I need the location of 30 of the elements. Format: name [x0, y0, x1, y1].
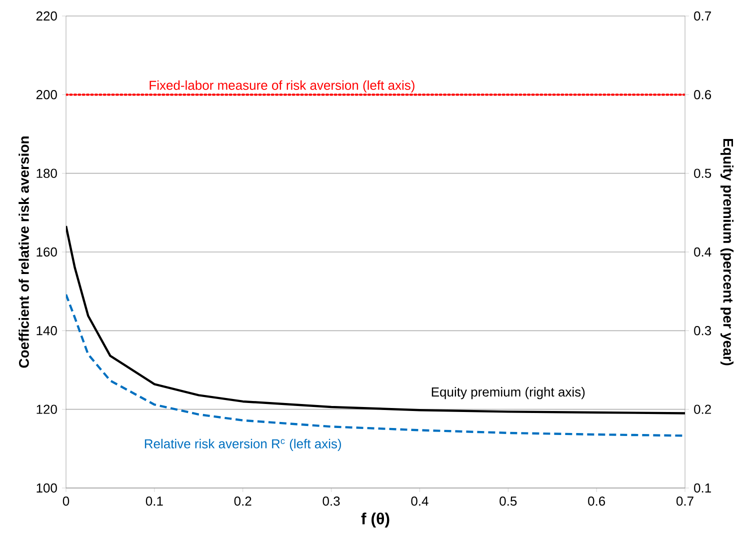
x-axis-title: f (θ): [361, 512, 390, 528]
y2-axis-title: Equity premium (percent per year): [720, 138, 734, 366]
y-tick-label: 180: [36, 168, 57, 178]
y-tick-label: 220: [36, 11, 57, 21]
x-tick-label: 0.7: [676, 496, 694, 506]
x-tick-label: 0: [62, 496, 70, 506]
x-tick-label: 0.5: [500, 496, 517, 506]
y2-tick-label: 0.6: [694, 90, 712, 100]
y-tick-label: 200: [36, 90, 57, 100]
line-series: [66, 224, 685, 414]
line-series: [66, 293, 685, 437]
y2-tick-label: 0.7: [694, 11, 711, 21]
y-tick-label: 120: [36, 404, 57, 414]
y-tick-label: 160: [36, 247, 57, 257]
y2-tick-label: 0.2: [694, 404, 711, 414]
x-tick-label: 0.1: [146, 496, 163, 506]
y2-tick-label: 0.1: [694, 483, 711, 493]
series-label: Equity premium (right axis): [432, 387, 585, 400]
y2-tick-label: 0.4: [694, 247, 712, 257]
ref-line-label: Fixed-labor measure of risk aversion (left axis): [150, 80, 414, 92]
x-tick-label: 0.3: [322, 496, 340, 506]
y-axis-title: Coefficient of relative risk aversion: [18, 136, 29, 368]
y2-tick-label: 0.3: [694, 326, 712, 336]
x-tick-label: 0.2: [234, 496, 252, 506]
x-tick-label: 0.4: [411, 496, 428, 506]
y-tick-label: 140: [36, 326, 57, 336]
y-tick-label: 100: [36, 483, 57, 493]
x-tick-label: 0.6: [588, 496, 606, 506]
series-label: Relative risk aversion R$^{c}$ (left axis): [144, 438, 341, 451]
y2-tick-label: 0.5: [694, 168, 712, 178]
